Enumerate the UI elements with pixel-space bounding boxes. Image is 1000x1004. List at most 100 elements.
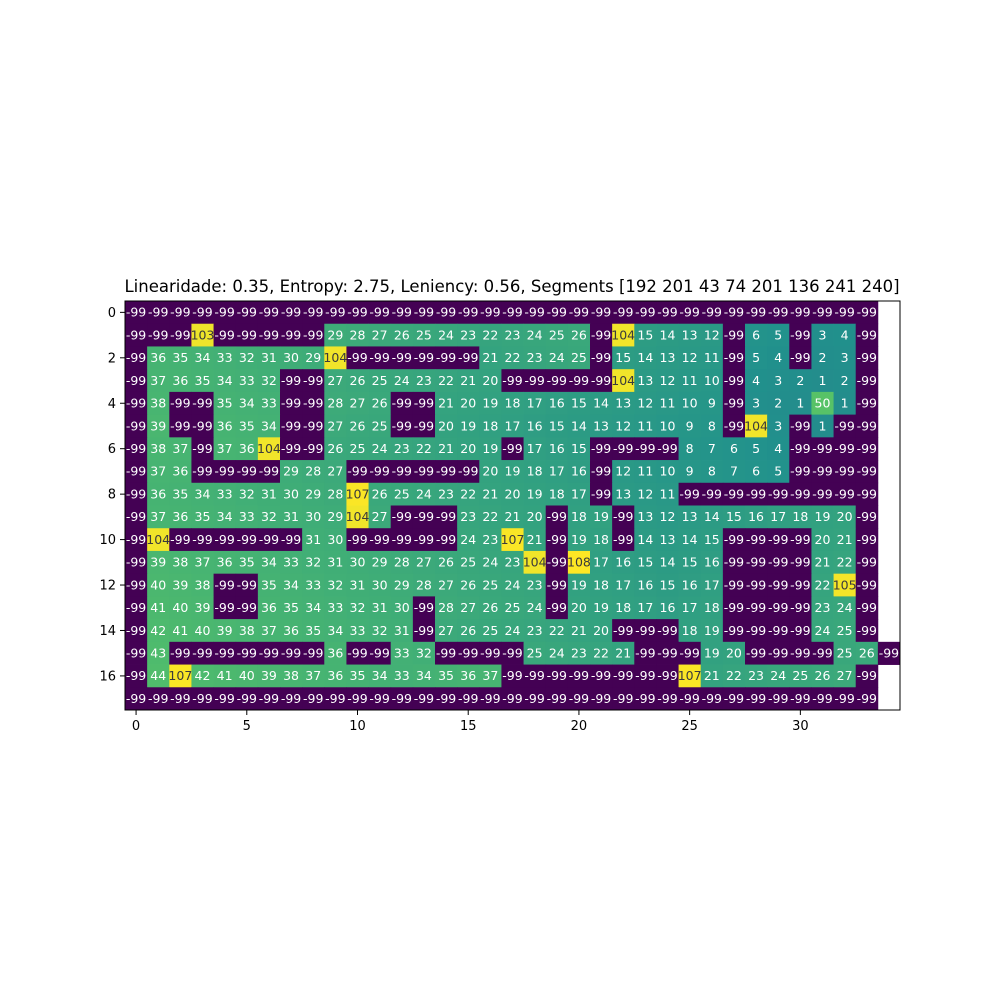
cell-value-label: -99 (414, 532, 434, 547)
heatmap-cell (412, 619, 436, 643)
cell-value-label: 32 (416, 645, 432, 660)
heatmap-cell (678, 460, 702, 484)
cell-value-label: 39 (172, 577, 188, 592)
heatmap-cell (257, 323, 281, 347)
heatmap-cell (257, 550, 281, 575)
heatmap-cell (612, 437, 635, 461)
heatmap-cell (501, 414, 524, 438)
heatmap-cell (346, 687, 369, 711)
cell-value-label: 24 (770, 668, 786, 683)
heatmap-cell (235, 687, 259, 711)
cell-value-label: -99 (812, 464, 832, 479)
heatmap-cell (523, 460, 547, 484)
cell-value-label: -99 (347, 305, 367, 320)
cell-value-label: -99 (790, 600, 810, 615)
heatmap-cell (767, 301, 790, 325)
y-tick-label: 16 (99, 669, 116, 684)
heatmap-cell (479, 369, 502, 393)
heatmap-cell (412, 664, 436, 688)
cell-value-label: 103 (191, 327, 215, 342)
cell-value-label: 17 (527, 396, 543, 411)
heatmap-cell (855, 664, 879, 688)
heatmap-cell (191, 596, 214, 620)
cell-value-label: 37 (305, 668, 321, 683)
heatmap-cell (457, 346, 480, 370)
cell-value-label: 24 (815, 623, 831, 638)
cell-value-label: 34 (261, 418, 277, 433)
cell-value-label: -99 (414, 418, 434, 433)
cell-value-label: -99 (369, 691, 389, 706)
heatmap-cell (368, 596, 392, 620)
heatmap-cell (346, 414, 369, 438)
heatmap-cell (235, 664, 259, 688)
heatmap-cell (767, 482, 790, 506)
heatmap-cell (612, 528, 635, 552)
heatmap-cell (567, 687, 591, 711)
heatmap-cell (722, 301, 746, 325)
heatmap-cell (634, 437, 657, 461)
heatmap-cell (346, 323, 369, 347)
cell-value-label: -99 (768, 532, 788, 547)
cell-value-label: -99 (436, 464, 456, 479)
cell-value-label: 20 (482, 464, 498, 479)
cell-value-label: -99 (790, 305, 810, 320)
cell-value-label: 24 (460, 532, 476, 547)
heatmap-cell (722, 323, 746, 347)
heatmap-cell (656, 528, 679, 552)
cell-value-label: -99 (790, 441, 810, 456)
heatmap-cell (678, 573, 702, 597)
heatmap-cell (678, 596, 702, 620)
heatmap-cell (722, 505, 746, 529)
heatmap-cell (169, 482, 192, 506)
heatmap-cell (125, 437, 148, 461)
heatmap-cell (368, 528, 392, 552)
cell-value-label: -99 (834, 691, 854, 706)
cell-value-label: 17 (505, 418, 521, 433)
heatmap-cell (213, 414, 237, 438)
y-tick-label: 6 (108, 442, 116, 457)
heatmap-cell (457, 687, 480, 711)
cell-value-label: 20 (460, 396, 476, 411)
heatmap-cell (545, 301, 569, 325)
cell-value-label: -99 (458, 305, 478, 320)
cell-value-label: -99 (569, 373, 589, 388)
cell-value-label: -99 (635, 668, 655, 683)
cell-value-label: -99 (214, 464, 234, 479)
cell-value-label: 17 (527, 441, 543, 456)
cell-value-label: 35 (239, 555, 255, 570)
heatmap-cell (213, 460, 237, 484)
heatmap-cell (457, 596, 480, 620)
heatmap-cell (280, 596, 303, 620)
cell-value-label: 38 (150, 396, 166, 411)
cell-value-label: -99 (170, 305, 190, 320)
cell-value-label: 4 (752, 373, 760, 388)
heatmap-cell (346, 550, 369, 575)
heatmap-cell (346, 346, 369, 370)
heatmap-cell (412, 301, 436, 325)
heatmap-cell (324, 528, 347, 552)
heatmap-cell (590, 346, 613, 370)
heatmap-cell (169, 596, 192, 620)
heatmap-cell (833, 596, 857, 620)
heatmap-cell (479, 550, 502, 575)
cell-value-label: -99 (857, 532, 877, 547)
heatmap-cell (634, 346, 657, 370)
heatmap-cell (523, 528, 547, 552)
heatmap-cell (280, 369, 303, 393)
heatmap-cell (412, 641, 436, 665)
heatmap-cell (125, 505, 148, 529)
heatmap-cell (789, 505, 812, 529)
heatmap-cell (302, 301, 325, 325)
cell-value-label: -99 (259, 532, 279, 547)
heatmap-cell (745, 414, 768, 438)
heatmap-cell (523, 391, 547, 416)
heatmap-cell (302, 323, 325, 347)
cell-value-label: -99 (547, 305, 567, 320)
cell-value-label: -99 (724, 350, 744, 365)
heatmap-cell (257, 505, 281, 529)
heatmap-cell (656, 596, 679, 620)
heatmap-cell (745, 528, 768, 552)
cell-value-label: -99 (259, 464, 279, 479)
heatmap-cell (590, 414, 613, 438)
cell-value-label: 26 (438, 555, 454, 570)
